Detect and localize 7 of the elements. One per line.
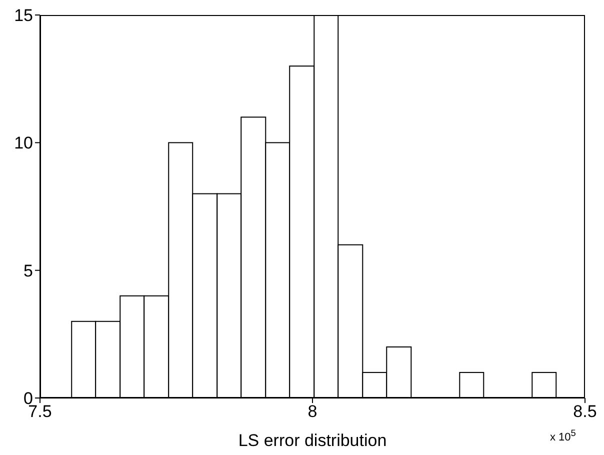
y-tick-label: 5 (24, 261, 33, 280)
x-tick-label: 8 (308, 402, 318, 422)
x-axis-title: LS error distribution (238, 431, 387, 450)
text: x 10$^{5}$ (550, 428, 576, 444)
x-tick-label: 8.5 (573, 402, 597, 422)
y-tick-label: 10 (14, 134, 33, 153)
y-tick-label: 15 (14, 6, 33, 26)
